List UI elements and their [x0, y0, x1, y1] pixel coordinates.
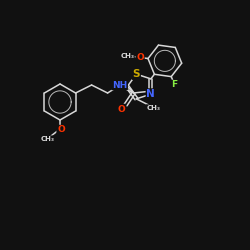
Text: F: F — [172, 80, 178, 90]
Text: CH₃: CH₃ — [146, 105, 160, 111]
Text: NH: NH — [112, 80, 127, 90]
Text: S: S — [132, 69, 140, 79]
Text: O: O — [136, 53, 144, 62]
Text: N: N — [146, 89, 155, 99]
Text: O: O — [118, 104, 126, 114]
Text: O: O — [57, 126, 65, 134]
Text: CH₃: CH₃ — [120, 53, 134, 59]
Text: CH₃: CH₃ — [41, 136, 55, 142]
